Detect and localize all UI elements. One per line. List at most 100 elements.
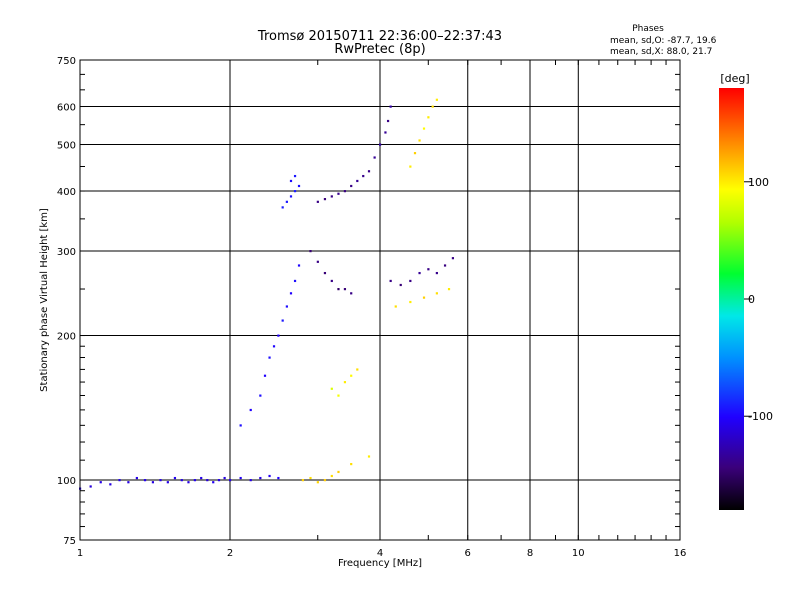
y-tick-label: 600 bbox=[57, 103, 76, 114]
data-point bbox=[399, 283, 402, 287]
data-point bbox=[330, 474, 333, 478]
data-point bbox=[337, 470, 340, 474]
data-point bbox=[427, 268, 430, 271]
data-point bbox=[268, 474, 271, 478]
data-point bbox=[166, 481, 169, 484]
data-point bbox=[337, 394, 340, 397]
colorbar-tick-label: 0 bbox=[748, 293, 755, 306]
data-point bbox=[143, 479, 147, 482]
data-point bbox=[268, 356, 271, 359]
data-point bbox=[316, 481, 319, 484]
data-point bbox=[239, 476, 242, 480]
data-point bbox=[259, 394, 262, 397]
data-point bbox=[418, 271, 421, 275]
data-point bbox=[118, 479, 121, 482]
data-point bbox=[173, 476, 177, 480]
axis-ticks: 1 2 4 6 8 10 16 75 100 200 300 400 500 600 750 bbox=[57, 56, 686, 559]
data-point bbox=[350, 184, 353, 188]
data-point bbox=[350, 462, 353, 466]
data-point bbox=[187, 481, 190, 484]
data-point bbox=[409, 165, 412, 168]
data-point bbox=[281, 319, 284, 322]
grid bbox=[80, 60, 680, 540]
data-point bbox=[285, 305, 288, 308]
data-point bbox=[109, 483, 112, 486]
data-point bbox=[330, 387, 333, 390]
phases-x-line: mean, sd,X: 88.0, 21.7 bbox=[610, 47, 712, 57]
y-tick-label: 500 bbox=[57, 141, 76, 152]
data-point bbox=[127, 481, 130, 484]
data-point bbox=[431, 105, 434, 108]
y-tick-label: 75 bbox=[63, 536, 76, 547]
x-axis-label: Frequency [MHz] bbox=[338, 558, 422, 569]
data-point bbox=[297, 184, 301, 188]
data-point bbox=[212, 481, 215, 484]
data-point bbox=[394, 305, 397, 308]
data-point bbox=[362, 174, 365, 178]
colorbar-tick-label: -100 bbox=[748, 410, 773, 423]
data-point bbox=[285, 200, 288, 203]
data-point bbox=[443, 264, 447, 267]
y-tick-label: 300 bbox=[57, 247, 76, 258]
data-point bbox=[323, 479, 327, 482]
data-point bbox=[435, 292, 438, 295]
data-point bbox=[263, 374, 267, 377]
data-point bbox=[316, 260, 319, 263]
data-point bbox=[451, 257, 455, 260]
data-point bbox=[356, 368, 359, 371]
data-point bbox=[323, 198, 327, 201]
data-point bbox=[277, 334, 280, 337]
y-tick-label: 100 bbox=[57, 476, 76, 487]
data-point bbox=[289, 292, 293, 295]
data-point bbox=[422, 127, 426, 130]
data-point bbox=[301, 479, 305, 482]
data-point bbox=[289, 195, 293, 198]
data-point bbox=[409, 279, 412, 283]
colorbar-ticks: 100 0 -100 bbox=[744, 176, 773, 423]
data-point bbox=[323, 271, 327, 275]
data-point bbox=[343, 288, 347, 291]
data-point bbox=[373, 156, 376, 159]
data-point bbox=[200, 476, 203, 480]
data-point bbox=[309, 476, 312, 480]
data-point bbox=[293, 279, 297, 283]
data-point bbox=[343, 381, 347, 384]
data-point bbox=[281, 206, 284, 209]
data-point bbox=[350, 374, 353, 377]
data-point bbox=[217, 479, 221, 482]
data-point bbox=[249, 408, 252, 412]
data-point bbox=[293, 174, 297, 178]
data-point bbox=[337, 192, 340, 195]
data-point bbox=[350, 292, 353, 295]
data-point bbox=[337, 288, 340, 291]
data-point bbox=[409, 300, 412, 304]
chart-title: Tromsø 20150711 22:36:00–22:37:43 bbox=[257, 29, 502, 44]
data-point bbox=[389, 279, 392, 283]
data-point bbox=[435, 271, 438, 275]
data-point bbox=[413, 152, 417, 155]
x-tick-label: 1 bbox=[77, 548, 83, 559]
data-point bbox=[343, 190, 347, 193]
chart-subtitle: RwPretec (8p) bbox=[334, 42, 425, 57]
x-tick-label: 16 bbox=[674, 548, 687, 559]
data-point bbox=[239, 424, 242, 427]
data-point bbox=[422, 296, 426, 299]
data-point bbox=[330, 279, 333, 283]
x-tick-label: 8 bbox=[527, 548, 533, 559]
y-axis-label: Stationary phase Virtual Height [km] bbox=[39, 208, 50, 392]
data-point bbox=[89, 485, 92, 488]
data-point bbox=[289, 179, 293, 183]
data-point bbox=[389, 105, 392, 108]
data-point bbox=[135, 476, 138, 480]
data-point bbox=[180, 479, 183, 482]
data-point bbox=[367, 455, 371, 458]
data-point bbox=[249, 479, 252, 482]
x-tick-label: 2 bbox=[227, 548, 233, 559]
y-tick-label: 400 bbox=[57, 187, 76, 198]
data-point bbox=[223, 476, 226, 480]
x-tick-label: 6 bbox=[465, 548, 471, 559]
phases-title: Phases bbox=[632, 24, 664, 34]
colorbar bbox=[719, 88, 744, 510]
data-points bbox=[79, 98, 455, 490]
